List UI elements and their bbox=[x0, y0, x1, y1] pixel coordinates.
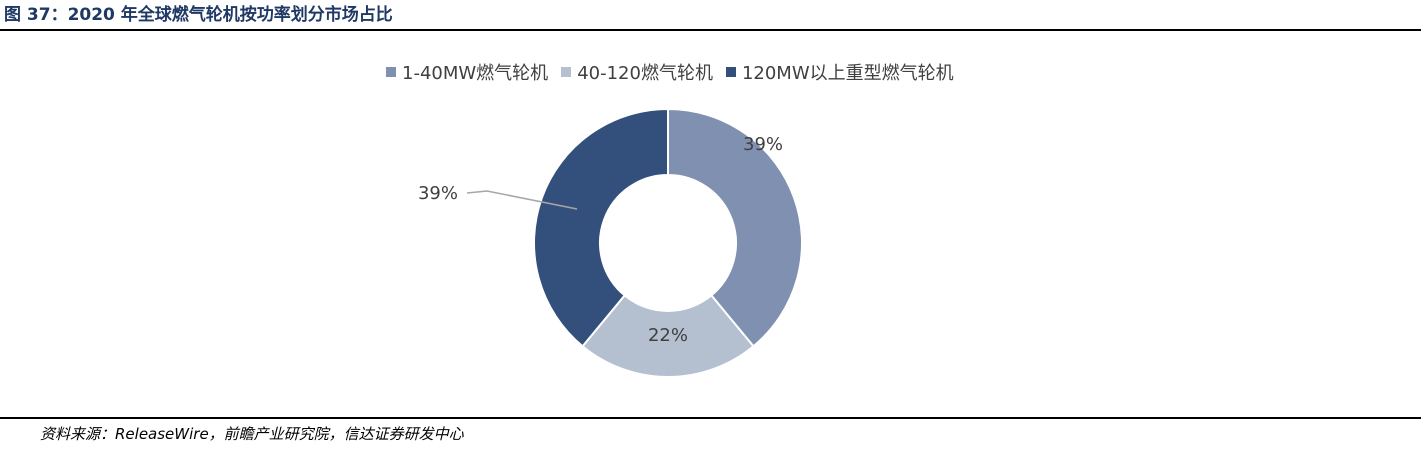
legend-label: 40-120燃气轮机 bbox=[577, 63, 713, 84]
legend-item: 120MW以上重型燃气轮机 bbox=[725, 59, 954, 85]
legend-item: 1-40MW燃气轮机 bbox=[386, 59, 548, 85]
donut-slice bbox=[533, 107, 669, 348]
source-note: 资料来源：ReleaseWire，前瞻产业研究院，信达证券研发中心 bbox=[40, 425, 464, 443]
data-label: 39% bbox=[418, 183, 458, 204]
data-label: 22% bbox=[648, 325, 688, 346]
donut-slice bbox=[667, 107, 803, 348]
figure-title: 图 37：2020 年全球燃气轮机按功率划分市场占比 bbox=[4, 5, 393, 25]
data-label: 39% bbox=[743, 134, 783, 155]
leader-line bbox=[466, 190, 578, 210]
legend-label: 1-40MW燃气轮机 bbox=[402, 63, 549, 84]
bottom-rule bbox=[0, 417, 1421, 419]
chart-legend: 1-40MW燃气轮机 40-120燃气轮机 120MW以上重型燃气轮机 bbox=[386, 58, 967, 86]
legend-swatch bbox=[386, 67, 396, 77]
top-rule bbox=[0, 29, 1421, 31]
legend-swatch bbox=[561, 67, 572, 77]
legend-item: 40-120燃气轮机 bbox=[561, 59, 713, 85]
legend-swatch bbox=[725, 67, 736, 77]
donut-slice bbox=[581, 293, 755, 378]
legend-label: 120MW以上重型燃气轮机 bbox=[741, 63, 954, 84]
